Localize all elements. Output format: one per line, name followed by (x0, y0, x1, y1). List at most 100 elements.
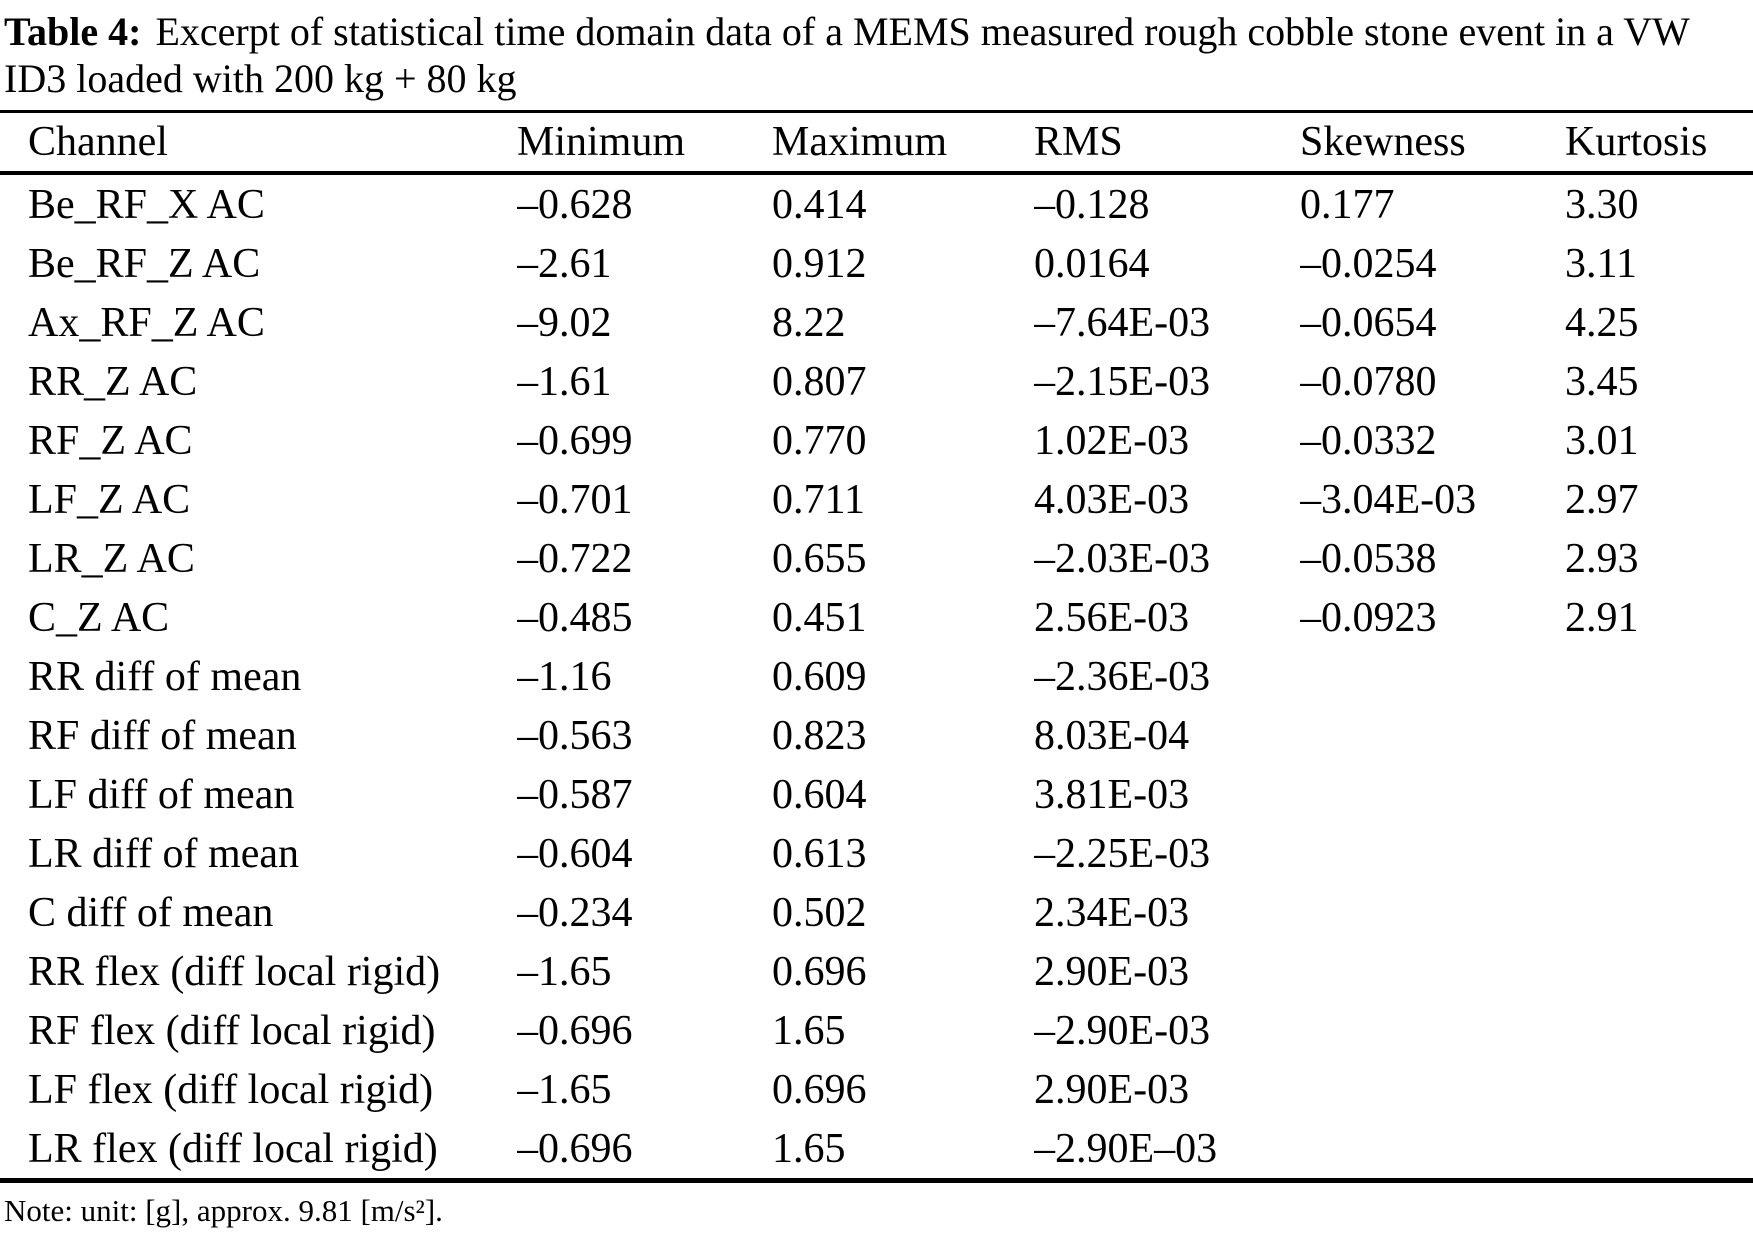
cell-rms: 1.02E-03 (1034, 417, 1190, 464)
cell-rms: –2.90E–03 (1034, 1125, 1218, 1172)
cell-skewness (1300, 1001, 1565, 1060)
cell-minimum: –0.722 (517, 535, 633, 582)
cell-rms: 8.03E-04 (1034, 712, 1190, 759)
table-row: C diff of mean –0.234 0.502 2.34E-03 (0, 883, 1753, 942)
table-row: C_Z AC –0.485 0.451 2.56E-03 –0.0923 2.91 (0, 588, 1753, 647)
column-header-skewness: Skewness (1300, 111, 1565, 175)
column-header-rms: RMS (1034, 111, 1300, 175)
caption-label: Table 4: (4, 9, 142, 54)
cell-minimum: –0.604 (517, 830, 633, 877)
table-row: RR_Z AC –1.61 0.807 –2.15E-03 –0.0780 3.45 (0, 352, 1753, 411)
cell-rms: 2.56E-03 (1034, 594, 1190, 641)
cell-kurtosis: 3.11 (1565, 240, 1637, 287)
cell-kurtosis: 4.25 (1565, 299, 1639, 346)
cell-minimum: –1.65 (517, 1066, 612, 1113)
column-header-kurtosis: Kurtosis (1565, 111, 1753, 175)
cell-kurtosis: 3.01 (1565, 417, 1639, 464)
cell-minimum: –1.65 (517, 948, 612, 995)
cell-rms: 0.0164 (1034, 240, 1150, 287)
cell-rms: 2.34E-03 (1034, 889, 1190, 936)
cell-kurtosis: 3.30 (1565, 181, 1639, 228)
cell-channel: RF flex (diff local rigid) (28, 1007, 436, 1054)
cell-skewness (1300, 1060, 1565, 1119)
caption-line-1: Table 4: Excerpt of statistical time doma… (4, 9, 1690, 54)
table-row: Be_RF_Z AC –2.61 0.912 0.0164 –0.0254 3.11 (0, 234, 1753, 293)
cell-skewness: –0.0780 (1300, 358, 1437, 405)
cell-maximum: 0.502 (772, 889, 867, 936)
cell-minimum: –0.699 (517, 417, 633, 464)
table-row: LR diff of mean –0.604 0.613 –2.25E-03 (0, 824, 1753, 883)
cell-skewness: 0.177 (1300, 181, 1395, 228)
cell-maximum: 0.655 (772, 535, 867, 582)
cell-maximum: 0.807 (772, 358, 867, 405)
cell-skewness: –0.0654 (1300, 299, 1437, 346)
cell-skewness (1300, 824, 1565, 883)
cell-kurtosis (1565, 1001, 1753, 1060)
table-row: RF flex (diff local rigid) –0.696 1.65 –2.9… (0, 1001, 1753, 1060)
cell-maximum: 0.451 (772, 594, 867, 641)
cell-maximum: 0.613 (772, 830, 867, 877)
cell-kurtosis: 3.45 (1565, 358, 1639, 405)
table-row: RF_Z AC –0.699 0.770 1.02E-03 –0.0332 3.01 (0, 411, 1753, 470)
table-caption: Table 4: Excerpt of statistical time doma… (0, 0, 1753, 102)
column-header-maximum: Maximum (772, 111, 1034, 175)
cell-minimum: –1.61 (517, 358, 612, 405)
header-row: Channel Minimum Maximum RMS Skewness Kurtosis (0, 111, 1753, 175)
table-row: LF diff of mean –0.587 0.604 3.81E-03 (0, 765, 1753, 824)
cell-channel: C_Z AC (28, 594, 170, 641)
cell-minimum: –0.485 (517, 594, 633, 641)
cell-minimum: –2.61 (517, 240, 612, 287)
cell-skewness: –0.0538 (1300, 535, 1437, 582)
cell-kurtosis (1565, 942, 1753, 1001)
cell-maximum: 0.414 (772, 181, 867, 228)
table-row: LF flex (diff local rigid) –1.65 0.696 2.90… (0, 1060, 1753, 1119)
cell-rms: 3.81E-03 (1034, 771, 1190, 818)
cell-skewness (1300, 883, 1565, 942)
cell-skewness (1300, 647, 1565, 706)
table-row: Be_RF_X AC –0.628 0.414 –0.128 0.177 3.30 (0, 173, 1753, 234)
cell-minimum: –9.02 (517, 299, 612, 346)
cell-skewness: –0.0923 (1300, 594, 1437, 641)
cell-skewness: –3.04E-03 (1300, 476, 1477, 523)
cell-minimum: –0.234 (517, 889, 633, 936)
cell-rms: 4.03E-03 (1034, 476, 1190, 523)
statistics-table: Channel Minimum Maximum RMS Skewness Kurtosis… (0, 110, 1753, 1183)
column-header-channel: Channel (0, 111, 517, 175)
cell-channel: LR flex (diff local rigid) (28, 1125, 438, 1172)
cell-maximum: 0.696 (772, 1066, 867, 1113)
cell-rms: –2.90E-03 (1034, 1007, 1211, 1054)
table-body: Be_RF_X AC –0.628 0.414 –0.128 0.177 3.30 Be_R… (0, 173, 1753, 1181)
table-row: RR diff of mean –1.16 0.609 –2.36E-03 (0, 647, 1753, 706)
cell-channel: LR_Z AC (28, 535, 195, 582)
cell-channel: Be_RF_Z AC (28, 240, 261, 287)
caption-line-2: ID3 loaded with 200 kg + 80 kg (4, 56, 517, 101)
cell-rms: –2.25E-03 (1034, 830, 1211, 877)
cell-skewness (1300, 1119, 1565, 1181)
cell-rms: –2.03E-03 (1034, 535, 1211, 582)
cell-minimum: –0.628 (517, 181, 633, 228)
cell-kurtosis (1565, 647, 1753, 706)
column-header-minimum: Minimum (517, 111, 772, 175)
cell-skewness (1300, 706, 1565, 765)
cell-kurtosis (1565, 706, 1753, 765)
table-row: RF diff of mean –0.563 0.823 8.03E-04 (0, 706, 1753, 765)
cell-channel: LF diff of mean (28, 771, 295, 818)
cell-kurtosis: 2.93 (1565, 535, 1639, 582)
cell-skewness: –0.0332 (1300, 417, 1437, 464)
cell-maximum: 1.65 (772, 1007, 846, 1054)
cell-skewness (1300, 765, 1565, 824)
cell-kurtosis (1565, 1060, 1753, 1119)
cell-rms: 2.90E-03 (1034, 948, 1190, 995)
cell-minimum: –1.16 (517, 653, 612, 700)
cell-maximum: 1.65 (772, 1125, 846, 1172)
cell-maximum: 0.711 (772, 476, 865, 523)
cell-maximum: 0.604 (772, 771, 867, 818)
cell-minimum: –0.696 (517, 1125, 633, 1172)
cell-channel: C diff of mean (28, 889, 274, 936)
cell-kurtosis (1565, 1119, 1753, 1181)
cell-rms: –0.128 (1034, 181, 1150, 228)
cell-maximum: 0.609 (772, 653, 867, 700)
cell-rms: –7.64E-03 (1034, 299, 1211, 346)
cell-channel: Ax_RF_Z AC (28, 299, 265, 346)
